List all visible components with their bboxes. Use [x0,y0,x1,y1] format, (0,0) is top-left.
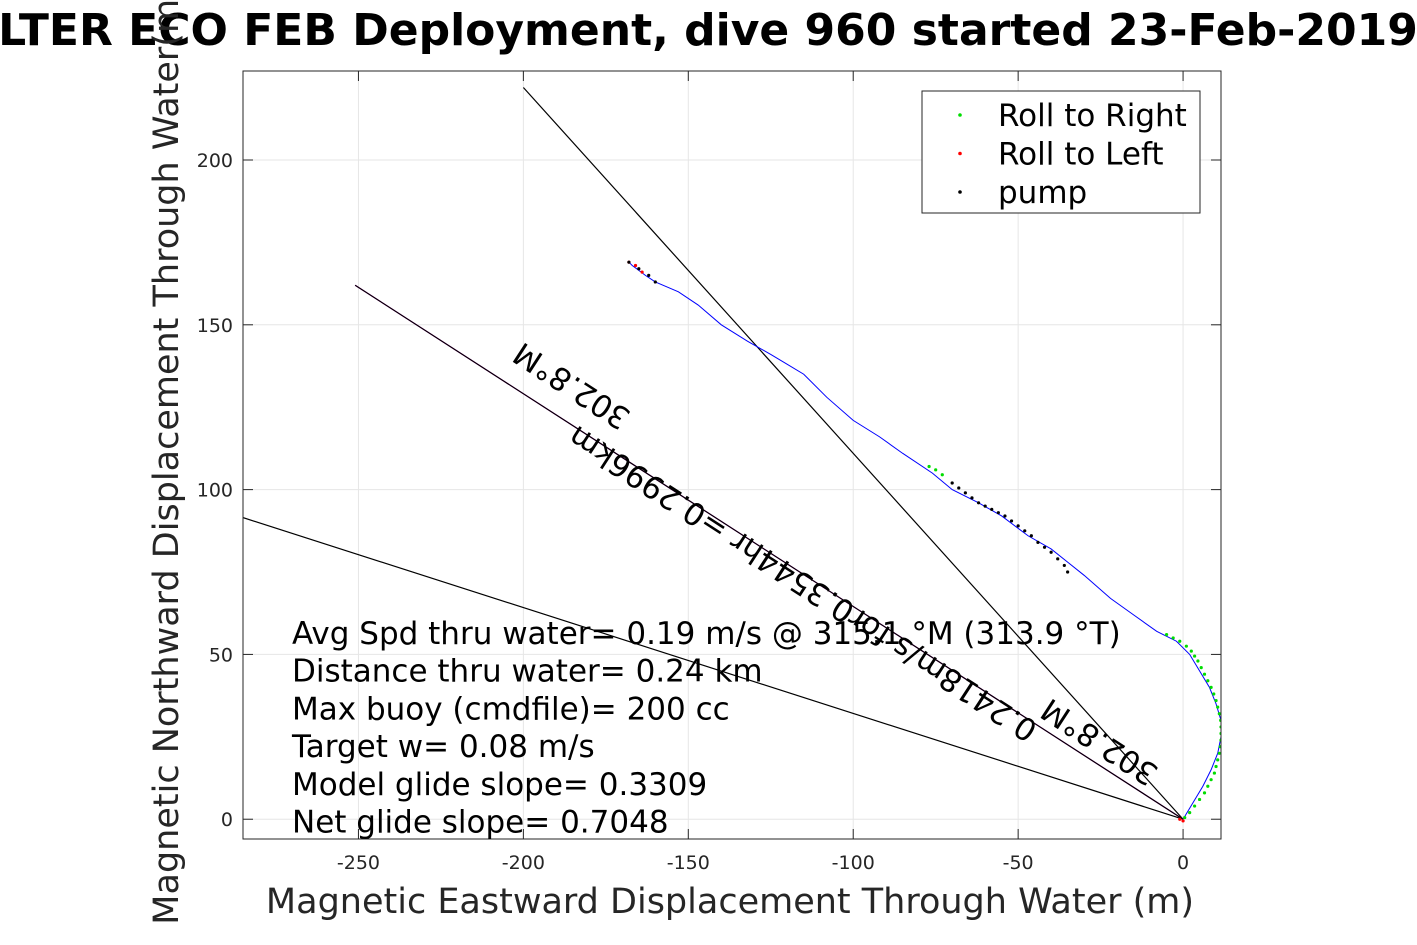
pump-point [1016,524,1020,528]
roll-right-point [1196,659,1200,663]
roll-right-point [1164,633,1169,637]
x-axis-label: Magnetic Eastward Displacement Through W… [266,882,1194,922]
pump-point [983,504,987,508]
roll-left-point [1178,817,1182,821]
roll-left-point [640,270,644,274]
y-tick-label: 100 [197,480,233,502]
roll-right-point [1217,751,1221,755]
roll-right-point [1178,639,1182,643]
plot-frame [242,70,1222,840]
pump-point [996,511,1000,515]
y-tick-label: 0 [221,809,233,831]
pump-point [653,280,657,284]
roll-right-point [1216,705,1220,709]
x-tick-label: -100 [832,852,875,874]
roll-right-point [1214,698,1218,703]
pump-point [950,481,954,485]
pump-point [1062,563,1066,568]
pump-point [976,501,981,505]
pump-point [1049,550,1053,554]
y-tick-label: 150 [197,315,233,337]
annotation-line: Avg Spd thru water= 0.19 m/s @ 315.1 °M … [292,616,1121,652]
annotation-line: Model glide slope= 0.3309 [292,767,707,803]
y-tick-label: 200 [197,150,233,172]
x-tick-label: -250 [337,852,380,874]
annotation-line: Distance thru water= 0.24 km [292,654,763,690]
pump-point [647,273,651,277]
track [628,261,1221,820]
roll-right-point [1212,771,1217,775]
reference-lines [243,87,1184,820]
annotation-line: Max buoy (cmdfile)= 200 cc [292,691,730,727]
roll-right-point [1193,654,1197,658]
roll-right-point [1184,644,1188,648]
legend-entry: Roll to Right [998,98,1187,134]
roll-right-point [1183,815,1187,820]
roll-right-point [1202,672,1207,676]
legend-entry: pump [998,175,1087,211]
roll-right-point [1209,685,1213,689]
pump-point [963,491,967,495]
legend-marker [958,113,962,117]
legend-box [921,90,1201,214]
roll-right-point [1218,745,1221,749]
reference-line [354,284,1184,820]
reference-line [243,517,1184,820]
legend-marker [958,151,962,156]
roll-right-point [1214,764,1218,769]
pump-point [1066,570,1070,574]
roll-right-point [1206,679,1210,683]
roll-right-point [1188,811,1192,815]
pump-point [637,267,641,271]
y-axis-label: Magnetic Northward Displacement Through … [147,0,187,925]
reference-line [522,87,1184,820]
roll-right-point [1216,758,1220,762]
pump-point [970,496,974,500]
roll-right-point [934,468,938,472]
roll-left-point [633,263,638,268]
pump-point [1036,540,1040,544]
pump-point [1042,545,1047,549]
roll-right-point [1197,797,1202,802]
legend-marker [958,190,962,194]
ticks: -250 -200 -150 -100 -50 0 0 50 100 150 200 [197,71,1221,874]
pump-point [1009,519,1014,523]
roll-right-point [1202,791,1207,795]
x-tick-label: -150 [667,852,710,874]
roll-right-point [1209,778,1213,782]
roll-right-point [1171,636,1175,640]
roll-right-point [1199,666,1203,670]
pump-point [1003,514,1007,518]
pump-point [1056,557,1060,561]
pump-point [627,260,631,264]
roll-right-point [940,473,944,477]
pump-point [990,507,994,511]
roll-right-point [1212,692,1216,696]
x-tick-label: -50 [1003,852,1034,874]
y-tick-label: 50 [209,644,233,666]
track-line [628,261,1221,820]
chart-title: LTER ECO FEB Deployment, dive 960 starte… [0,5,1417,56]
roll-right-point [1206,784,1210,788]
legend-entry: Roll to Left [998,137,1164,173]
x-tick-label: 0 [1177,852,1189,874]
pump-point [957,486,961,490]
roll-right-point [1189,649,1193,653]
roll-right-point [927,464,931,469]
pump-point [1029,534,1033,538]
annotations: Avg Spd thru water= 0.19 m/s @ 315.1 °M … [291,616,1121,841]
annotation-line: Target w= 0.08 m/s [291,729,595,765]
annotation-line: Net glide slope= 0.7048 [292,805,669,841]
roll-left-point [1181,819,1185,823]
pump-point [1023,529,1027,533]
roll-right-point [1217,712,1221,716]
points [627,260,1221,823]
roll-right-point [1193,804,1197,808]
x-tick-label: -200 [502,852,545,874]
